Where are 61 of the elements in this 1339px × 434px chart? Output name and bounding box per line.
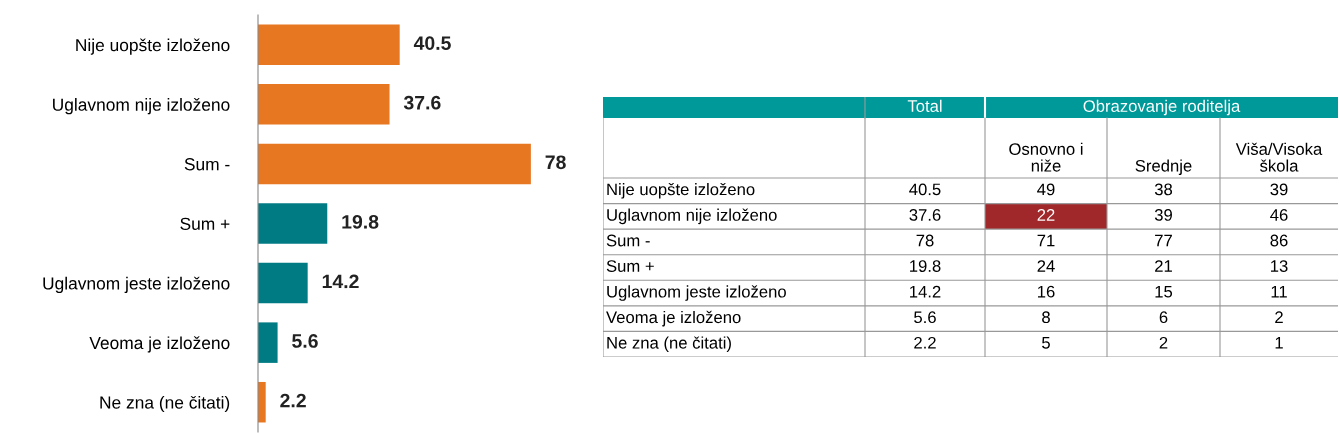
data-label: 40.5 bbox=[909, 183, 941, 196]
data-label: 5 bbox=[1042, 337, 1050, 349]
chart-title: Obrazovanje roditelja bbox=[1083, 99, 1241, 116]
data-label: 37.6 bbox=[909, 209, 941, 221]
data-label: 11 bbox=[1271, 285, 1287, 298]
bar bbox=[258, 84, 390, 125]
bar bbox=[258, 322, 278, 363]
data-label: 21 bbox=[1155, 260, 1172, 272]
data-label: 40.5 bbox=[413, 36, 451, 51]
y-tick-label: Uglavnom nije izloženo bbox=[53, 98, 230, 115]
y-tick-label: Uglavnom jeste izloženo bbox=[43, 276, 230, 293]
data-label: 2 bbox=[1275, 311, 1283, 323]
y-tick-label: Veoma je izloženo bbox=[606, 310, 741, 327]
data-label: 8 bbox=[1042, 311, 1050, 324]
bar bbox=[258, 203, 328, 244]
data-label: 2.2 bbox=[280, 393, 306, 408]
data-label: 86 bbox=[1270, 234, 1288, 247]
bar bbox=[258, 24, 400, 66]
data-label: 16 bbox=[1038, 285, 1055, 298]
data-label: 19.8 bbox=[342, 214, 379, 229]
data-label: 6 bbox=[1159, 311, 1168, 324]
y-tick-label: Ne zna (ne čitati) bbox=[100, 395, 230, 413]
bar bbox=[258, 381, 266, 423]
bar bbox=[258, 262, 308, 304]
data-label: 39 bbox=[1154, 209, 1172, 221]
y-tick-label: Uglavnom jeste izloženo bbox=[607, 285, 786, 301]
x-tick-label: Viša/Visoka škola bbox=[1235, 142, 1323, 172]
data-label: 49 bbox=[1037, 183, 1055, 196]
data-label: 46 bbox=[1270, 209, 1288, 221]
data-label: 37.6 bbox=[403, 95, 441, 110]
x-tick-label: Osnovno i niže bbox=[1009, 142, 1083, 172]
data-label: 15 bbox=[1155, 285, 1173, 298]
data-label: 19.8 bbox=[910, 260, 941, 272]
data-label: 1 bbox=[1275, 337, 1283, 349]
y-tick-label: Sum + bbox=[180, 217, 230, 230]
x-tick-label: Srednje bbox=[1135, 159, 1192, 175]
y-tick-label: Veoma je izloženo bbox=[89, 336, 230, 353]
y-tick-label: Sum - bbox=[184, 158, 230, 171]
y-tick-label: Nije uopšte izloženo bbox=[76, 38, 230, 55]
data-label: 78 bbox=[916, 234, 934, 247]
y-tick-label: Uglavnom nije izloženo bbox=[607, 208, 777, 225]
data-label: 22 bbox=[1037, 209, 1055, 221]
data-label: 14.2 bbox=[910, 285, 941, 298]
bar bbox=[258, 143, 531, 185]
data-label: 2.2 bbox=[914, 336, 936, 349]
data-label: 5.6 bbox=[292, 334, 318, 348]
data-label: 14.2 bbox=[322, 274, 359, 289]
data-label: 78 bbox=[545, 155, 566, 170]
y-tick-label: Nije uopšte izloženo bbox=[607, 182, 755, 199]
data-label: 71 bbox=[1037, 234, 1055, 247]
data-label: 2 bbox=[1159, 336, 1168, 349]
data-label: 5.6 bbox=[914, 311, 936, 324]
data-label: 38 bbox=[1154, 183, 1173, 196]
y-tick-label: Sum - bbox=[606, 234, 650, 247]
y-tick-label: Ne zna (ne čitati) bbox=[607, 336, 731, 352]
data-label: 77 bbox=[1155, 234, 1172, 247]
y-tick-label: Sum + bbox=[606, 260, 654, 272]
data-label: 39 bbox=[1270, 183, 1288, 196]
data-label: 13 bbox=[1271, 260, 1288, 272]
text: Total bbox=[907, 99, 942, 112]
data-label: 24 bbox=[1037, 260, 1055, 272]
